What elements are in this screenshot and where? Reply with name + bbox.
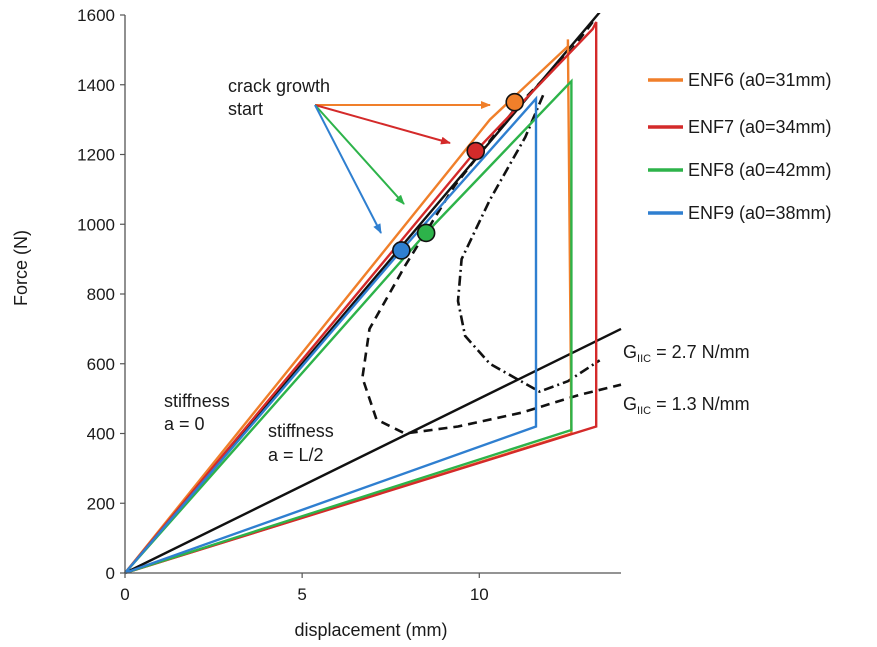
y-tick-label: 600 (87, 355, 115, 374)
crack-growth-label: crack growth (228, 76, 330, 96)
crack-arrows (314, 101, 491, 234)
stiffness-a0-label-2: a = 0 (164, 414, 205, 434)
legend-label-enf8: ENF8 (a0=42mm) (688, 160, 832, 180)
legend-label-enf9: ENF9 (a0=38mm) (688, 203, 832, 223)
crack-point-enf6 (505, 92, 525, 112)
crack-point-enf9 (392, 241, 411, 260)
crack-points (392, 92, 525, 260)
stiffness-aL2-label: stiffness (268, 421, 334, 441)
g-13-label: GIIC = 1.3 N/mm (623, 394, 750, 417)
crack-growth-label-2: start (228, 99, 263, 119)
x-tick-label: 0 (120, 585, 129, 604)
crack-point-enf7 (466, 141, 486, 161)
x-axis-title: displacement (mm) (294, 620, 447, 640)
stiffness-aL2-line (125, 327, 622, 575)
g-13-subscript: IIC (637, 405, 651, 417)
y-axis-title: Force (N) (11, 230, 31, 306)
series-lines (124, 21, 598, 575)
y-tick-label: 800 (87, 285, 115, 304)
y-tick-label: 400 (87, 425, 115, 444)
g-iic-27-curve (456, 94, 601, 393)
crack-arrow-enf7 (314, 104, 451, 145)
g-iic-curves (361, 21, 622, 435)
y-tick-label: 1400 (77, 76, 115, 95)
g-27-subscript: IIC (637, 353, 651, 365)
y-tick-label: 200 (87, 494, 115, 513)
g-13-value: = 1.3 N/mm (651, 394, 750, 414)
legend: ENF6 (a0=31mm) ENF7 (a0=34mm) ENF8 (a0=42m… (648, 70, 832, 223)
y-tick-label: 1200 (77, 146, 115, 165)
axes: 0 200 400 600 800 1000 1200 1400 1600 0 5 10 (77, 6, 621, 604)
series-line-enf9 (124, 95, 538, 575)
y-tick-label: 1600 (77, 6, 115, 25)
y-tick-label: 1000 (77, 215, 115, 234)
g-13-prefix: G (623, 394, 637, 414)
crack-arrow-enf9 (314, 104, 382, 234)
x-tick-label: 10 (470, 585, 489, 604)
stiffness-aL2-label-2: a = L/2 (268, 445, 324, 465)
g-27-prefix: G (623, 342, 637, 362)
series-line-enf7 (124, 21, 598, 575)
series-line-enf8 (124, 78, 573, 575)
stiffness-a0-label: stiffness (164, 391, 230, 411)
legend-label-enf7: ENF7 (a0=34mm) (688, 117, 832, 137)
crack-point-enf8 (416, 223, 436, 243)
x-tick-label: 5 (297, 585, 306, 604)
g-27-value: = 2.7 N/mm (651, 342, 750, 362)
y-tick-label: 0 (106, 564, 115, 583)
legend-label-enf6: ENF6 (a0=31mm) (688, 70, 832, 90)
g-27-label: GIIC = 2.7 N/mm (623, 342, 750, 365)
crack-arrow-enf8 (314, 104, 405, 205)
